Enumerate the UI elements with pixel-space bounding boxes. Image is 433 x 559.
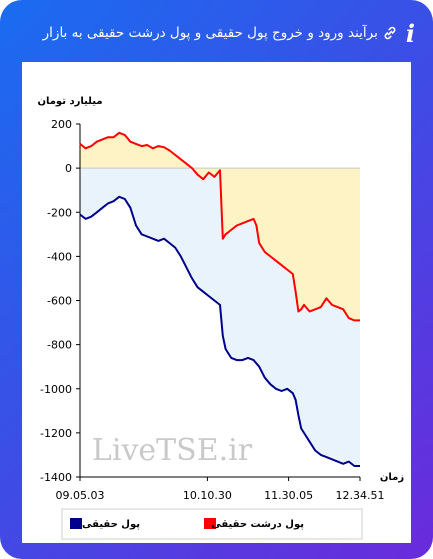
x-tick-label: 11.30.05 (264, 489, 313, 502)
series-line-real-money (79, 195, 360, 467)
legend: پول حقیقی پول درشت حقیقی (61, 508, 363, 540)
flow-chart: میلیارد تومان زمان LiveTSE.ir 200 0 -200 -4… (37, 96, 404, 540)
y-tick-label: -1200 (40, 427, 72, 440)
watermark: LiveTSE.ir (92, 433, 253, 468)
y-tick-label: -1400 (40, 471, 72, 484)
widget-header: i برآیند ورود و خروج پول حقیقی و پول درش… (4, 4, 429, 62)
x-tick-label: 12.34.51 (336, 489, 385, 502)
y-axis-title: میلیارد تومان (37, 96, 102, 107)
widget-frame: i برآیند ورود و خروج پول حقیقی و پول درش… (4, 4, 429, 555)
series-area-0 (80, 132, 360, 321)
link-icon[interactable] (382, 25, 398, 41)
y-tick-label: 200 (51, 118, 72, 131)
chart-panel: میلیارد تومان زمان LiveTSE.ir 200 0 -200 -4… (22, 62, 411, 543)
plot-area: 200 0 -200 -400 -600 -800 -1000 -1200 -1400 09.05… (40, 118, 384, 502)
legend-swatch-real-money (70, 518, 82, 529)
series-line-big-real-money (79, 131, 360, 322)
x-tick-label: 10.10.30 (183, 489, 232, 502)
y-tick-label: 0 (65, 162, 72, 175)
y-tick-label: -1000 (40, 383, 72, 396)
legend-label-big-real-money: پول درشت حقیقی (211, 519, 304, 530)
widget-title: برآیند ورود و خروج پول حقیقی و پول درشت … (42, 25, 378, 41)
y-tick-label: -600 (47, 295, 72, 308)
legend-label-real-money: پول حقیقی (82, 519, 140, 530)
y-tick-label: -200 (47, 206, 72, 219)
legend-swatch-big-real-money (204, 518, 216, 529)
x-axis-title: زمان (380, 472, 404, 483)
y-tick-label: -800 (47, 339, 72, 352)
x-tick-label: 09.05.03 (56, 489, 105, 502)
y-tick-label: -400 (47, 250, 72, 263)
info-icon[interactable]: i (405, 18, 415, 48)
